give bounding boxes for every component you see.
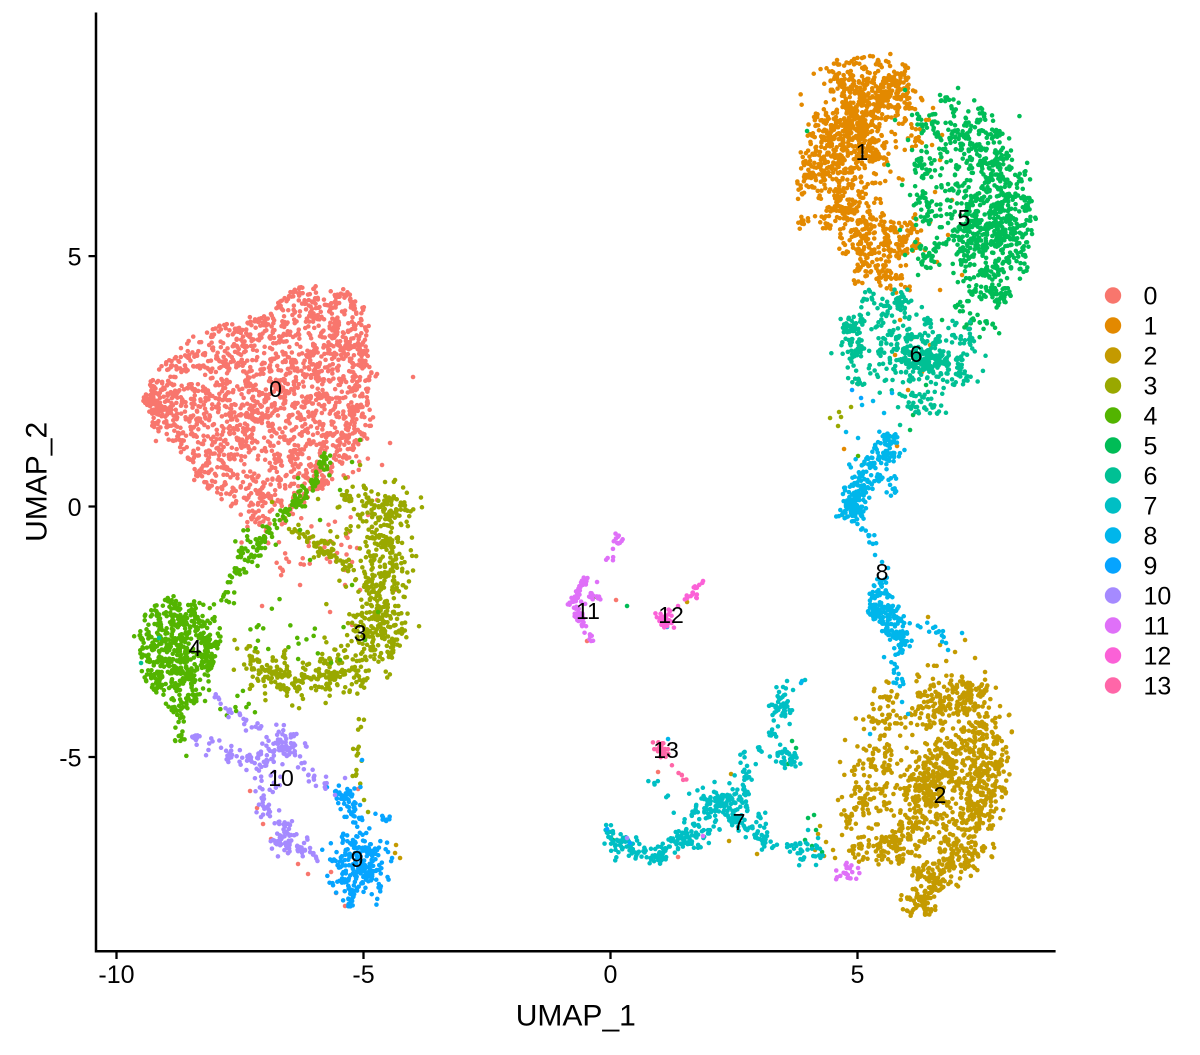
- svg-text:6: 6: [1144, 462, 1158, 490]
- svg-text:3: 3: [1144, 372, 1158, 400]
- svg-text:2: 2: [934, 782, 947, 808]
- svg-text:-10: -10: [98, 961, 134, 989]
- svg-text:4: 4: [1144, 402, 1158, 430]
- svg-text:5: 5: [1144, 432, 1158, 460]
- svg-text:-5: -5: [352, 961, 374, 989]
- svg-text:8: 8: [876, 559, 889, 585]
- svg-text:13: 13: [1144, 672, 1172, 700]
- svg-text:11: 11: [576, 598, 600, 624]
- svg-text:12: 12: [1144, 642, 1172, 670]
- svg-text:12: 12: [658, 602, 684, 628]
- svg-text:5: 5: [851, 961, 865, 989]
- svg-text:9: 9: [1144, 552, 1158, 580]
- svg-text:UMAP_1: UMAP_1: [516, 1000, 636, 1033]
- svg-text:UMAP_2: UMAP_2: [21, 422, 54, 542]
- svg-text:-5: -5: [59, 745, 81, 773]
- svg-text:0: 0: [604, 961, 618, 989]
- svg-text:4: 4: [189, 635, 202, 661]
- svg-text:5: 5: [68, 244, 82, 272]
- svg-text:13: 13: [653, 737, 679, 763]
- svg-text:5: 5: [958, 205, 971, 231]
- svg-text:1: 1: [1144, 312, 1158, 340]
- svg-text:6: 6: [910, 341, 923, 367]
- svg-text:1: 1: [856, 139, 869, 165]
- svg-text:0: 0: [68, 494, 82, 522]
- svg-text:3: 3: [354, 620, 367, 646]
- svg-text:10: 10: [268, 765, 294, 791]
- svg-text:7: 7: [1144, 492, 1158, 520]
- svg-text:0: 0: [269, 376, 282, 402]
- svg-text:9: 9: [351, 846, 364, 872]
- svg-text:2: 2: [1144, 342, 1158, 370]
- svg-text:0: 0: [1144, 282, 1158, 310]
- svg-text:8: 8: [1144, 522, 1158, 550]
- svg-text:7: 7: [733, 809, 746, 835]
- svg-text:11: 11: [1144, 612, 1170, 640]
- svg-text:10: 10: [1144, 582, 1172, 610]
